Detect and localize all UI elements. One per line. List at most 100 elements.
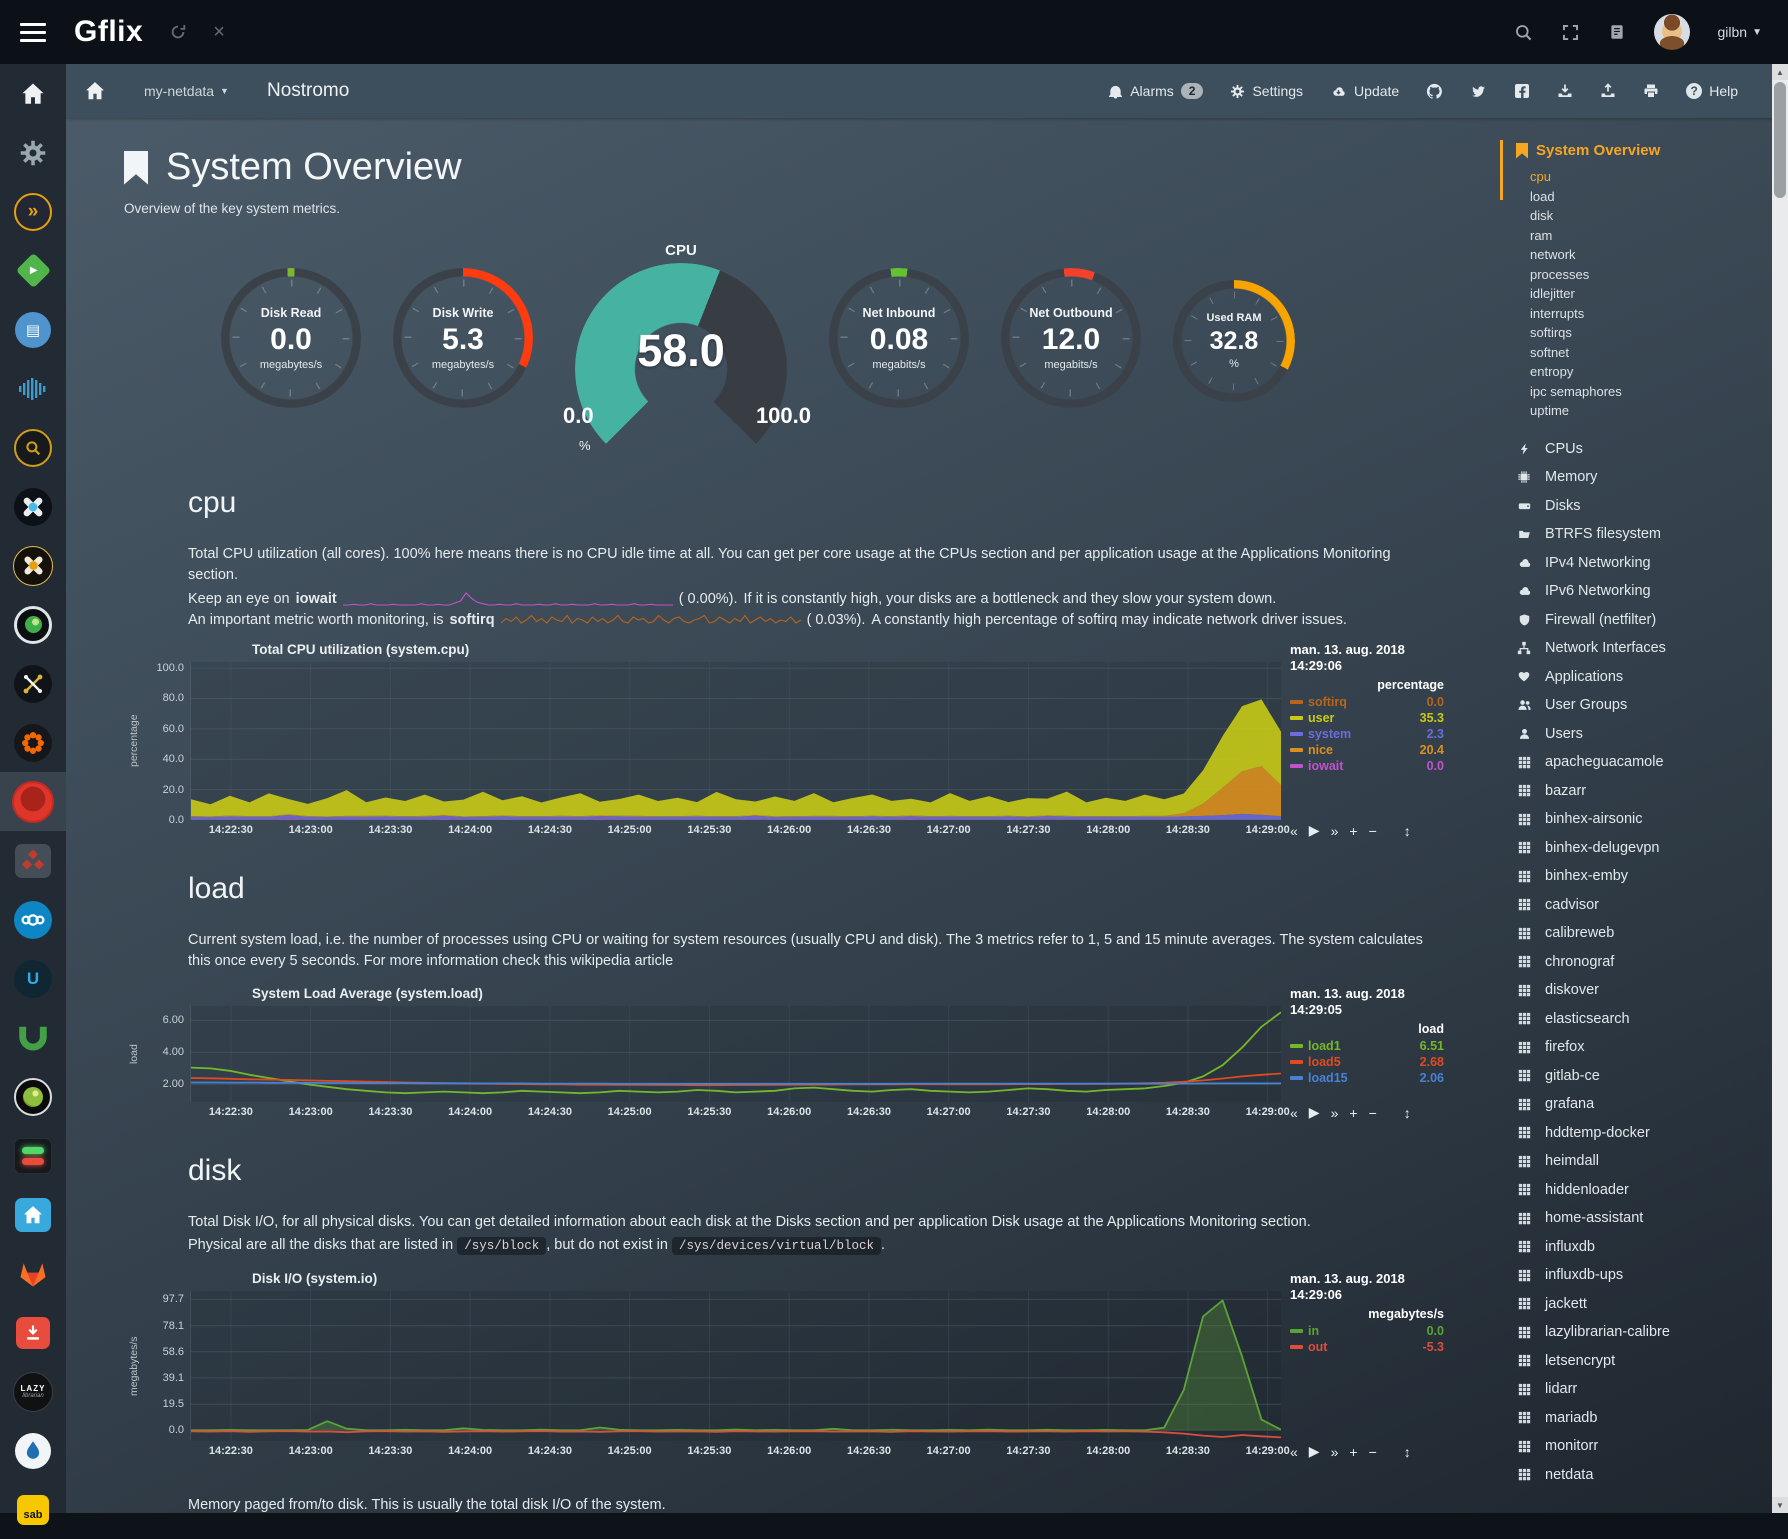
legend-user[interactable]: user35.3 [1290,711,1448,725]
app-icon-22[interactable] [0,1303,66,1362]
toc-item-cpu[interactable]: cpu [1530,167,1772,187]
toc-app-hiddenloader[interactable]: hiddenloader [1516,1176,1772,1205]
toc-section-firewall-netfilter-[interactable]: Firewall (netfilter) [1516,606,1772,635]
toc-app-apacheguacamole[interactable]: apacheguacamole [1516,748,1772,777]
app-icon-grafana[interactable] [0,713,66,772]
app-icon-11[interactable] [0,654,66,713]
app-icon-airsonic[interactable] [0,359,66,418]
toc-item-processes[interactable]: processes [1530,265,1772,285]
zoom-out-button[interactable]: − [1369,1444,1377,1460]
toc-app-binhex-emby[interactable]: binhex-emby [1516,862,1772,891]
toc-section-disks[interactable]: Disks [1516,492,1772,521]
scroll-down-arrow[interactable]: ▼ [1772,1497,1788,1513]
play-button[interactable]: ▶ [1309,822,1320,839]
toc-item-softnet[interactable]: softnet [1530,343,1772,363]
gauge-cpu[interactable]: CPU 58.0 0.0 % 100.0 [565,242,797,445]
chart-system-load[interactable]: System Load Average (system.load)load6.0… [128,986,1448,1122]
user-menu[interactable]: gilbn▼ [1718,24,1763,40]
toc-app-gitlab-ce[interactable]: gitlab-ce [1516,1062,1772,1091]
settings-button[interactable]: Settings [1230,83,1303,99]
zoom-out-button[interactable]: − [1369,1105,1377,1121]
toc-item-ram[interactable]: ram [1530,226,1772,246]
toc-app-hddtemp-docker[interactable]: hddtemp-docker [1516,1119,1772,1148]
twitter-icon[interactable] [1470,84,1487,99]
help-button[interactable]: ? Help [1686,83,1738,99]
github-icon[interactable] [1426,83,1443,100]
gauge-disk-read[interactable]: Disk Read 0.0 megabytes/s [221,268,361,408]
toc-item-idlejitter[interactable]: idlejitter [1530,284,1772,304]
app-icon-09[interactable] [0,536,66,595]
toc-app-chronograf[interactable]: chronograf [1516,948,1772,977]
toc-item-ipc-semaphores[interactable]: ipc semaphores [1530,382,1772,402]
toc-section-btrfs-filesystem[interactable]: BTRFS filesystem [1516,520,1772,549]
pan-right-button[interactable]: » [1331,1444,1339,1460]
gauge-net-inbound[interactable]: Net Inbound 0.08 megabits/s [829,268,969,408]
app-icon-unifi[interactable]: U [0,949,66,1008]
iowait-sparkline[interactable] [343,591,673,607]
app-icon-deluge[interactable] [0,595,66,654]
app-icon-jackett[interactable] [0,418,66,477]
chart-canvas[interactable]: 14:22:3014:23:0014:23:3014:24:0014:24:30… [190,1291,1281,1441]
tab-close-icon[interactable]: × [213,21,225,44]
app-icon-calibre-web[interactable]: ▤ [0,300,66,359]
scrollbar-thumb[interactable] [1774,82,1786,198]
pan-right-button[interactable]: » [1331,823,1339,839]
toc-section-users[interactable]: Users [1516,720,1772,749]
page-scrollbar[interactable]: ▲ ▼ [1772,64,1788,1513]
user-avatar[interactable] [1654,14,1690,50]
fullscreen-icon[interactable] [1561,23,1580,42]
print-icon[interactable] [1643,83,1659,99]
navbar-home-icon[interactable] [84,80,106,102]
toc-item-load[interactable]: load [1530,187,1772,207]
menu-toggle-icon[interactable] [20,18,46,47]
zoom-in-button[interactable]: + [1349,823,1357,839]
toc-section-ipv4-networking[interactable]: IPv4 Networking [1516,549,1772,578]
toc-app-letsencrypt[interactable]: letsencrypt [1516,1347,1772,1376]
toc-app-binhex-delugevpn[interactable]: binhex-delugevpn [1516,834,1772,863]
toc-app-firefox[interactable]: firefox [1516,1033,1772,1062]
toc-app-binhex-airsonic[interactable]: binhex-airsonic [1516,805,1772,834]
resize-handle[interactable]: ↕ [1404,1105,1411,1121]
app-icon-nextcloud[interactable] [0,890,66,949]
app-icon-home-assistant[interactable] [0,1185,66,1244]
softirq-sparkline[interactable] [501,612,801,628]
legend-system[interactable]: system2.3 [1290,727,1448,741]
legend-load1[interactable]: load16.51 [1290,1039,1448,1053]
toc-section-network-interfaces[interactable]: Network Interfaces [1516,634,1772,663]
chart-canvas[interactable]: 14:22:3014:23:0014:23:3014:24:0014:24:30… [190,662,1281,820]
toc-app-jackett[interactable]: jackett [1516,1290,1772,1319]
resize-handle[interactable]: ↕ [1404,823,1411,839]
app-icon-plex[interactable]: » [0,182,66,241]
toc-app-bazarr[interactable]: bazarr [1516,777,1772,806]
app-icon-17[interactable] [0,1008,66,1067]
pan-right-button[interactable]: » [1331,1105,1339,1121]
app-icon-08[interactable] [0,477,66,536]
changelog-icon[interactable] [1608,23,1626,41]
tab-refresh-icon[interactable] [169,23,187,41]
app-icon-sabnzbd[interactable]: sab [0,1480,66,1539]
zoom-in-button[interactable]: + [1349,1444,1357,1460]
toc-app-monitorr[interactable]: monitorr [1516,1432,1772,1461]
toc-item-entropy[interactable]: entropy [1530,362,1772,382]
chart-system-cpu[interactable]: Total CPU utilization (system.cpu)percen… [128,642,1448,840]
toc-section-cpus[interactable]: CPUs [1516,435,1772,464]
import-icon[interactable] [1557,83,1573,99]
toc-app-influxdb-ups[interactable]: influxdb-ups [1516,1261,1772,1290]
legend-iowait[interactable]: iowait0.0 [1290,759,1448,773]
gauge-used-ram[interactable]: Used RAM 32.8 % [1173,280,1295,402]
toc-app-home-assistant[interactable]: home-assistant [1516,1204,1772,1233]
chart-system-io[interactable]: Disk I/O (system.io)megabytes/s97.778.15… [128,1271,1448,1461]
toc-app-diskover[interactable]: diskover [1516,976,1772,1005]
play-button[interactable]: ▶ [1309,1443,1320,1460]
update-button[interactable]: Update [1330,83,1399,99]
toc-item-interrupts[interactable]: interrupts [1530,304,1772,324]
app-icon-24[interactable] [0,1421,66,1480]
toc-section-user-groups[interactable]: User Groups [1516,691,1772,720]
toc-app-grafana[interactable]: grafana [1516,1090,1772,1119]
zoom-in-button[interactable]: + [1349,1105,1357,1121]
toc-item-softirqs[interactable]: softirqs [1530,323,1772,343]
toc-app-mariadb[interactable]: mariadb [1516,1404,1772,1433]
toc-app-lazylibrarian-calibre[interactable]: lazylibrarian-calibre [1516,1318,1772,1347]
play-button[interactable]: ▶ [1309,1104,1320,1121]
export-icon[interactable] [1600,83,1616,99]
